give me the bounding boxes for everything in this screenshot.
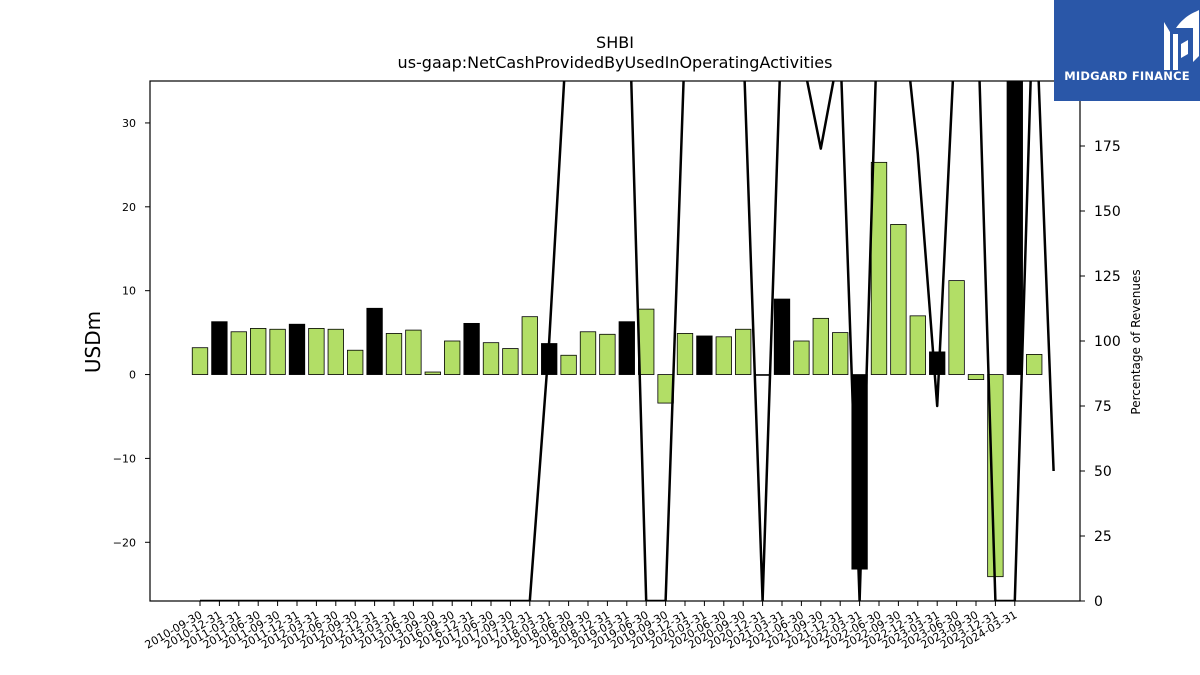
y-axis-label: USDm [81,311,105,373]
logo-text: MIDGARD FINANCE [1064,69,1190,83]
bar [696,335,713,375]
bar [812,317,829,375]
bar [967,374,985,380]
bar [385,333,403,375]
axes-layer: −20−10010203002550751001251501752010-09-… [113,80,1121,652]
bar [676,333,694,375]
y2-tick-label: 175 [1094,139,1121,155]
y2-tick-label: 75 [1094,399,1112,415]
bar [424,371,441,375]
bar [308,328,325,375]
y-tick-label: 30 [122,117,136,130]
bar [269,328,286,375]
bar [870,161,888,375]
bar [909,315,926,375]
bar [250,328,267,375]
bar [657,374,674,404]
bar [405,329,422,375]
y2-tick-label: 150 [1094,204,1121,220]
bar [754,374,771,376]
bar [211,321,228,375]
bar [444,340,461,375]
bar [929,351,946,375]
y2-tick-label: 50 [1094,464,1112,480]
bar [1026,354,1043,375]
bar [599,333,616,375]
y2-tick-label: 100 [1094,334,1121,350]
bars-layer [191,80,1043,578]
y2-axis-label: Percentage of Revenues [1129,269,1143,414]
y2-tick-label: 25 [1094,529,1112,545]
bar [463,322,480,375]
y2-tick-label: 125 [1094,269,1121,285]
bar [832,332,849,375]
bar [482,342,500,375]
logo-mark-icon [1164,10,1199,70]
bar [579,331,597,375]
chart-subtitle: us-gaap:NetCashProvidedByUsedInOperating… [398,53,833,72]
bar [288,323,306,375]
bar [735,328,752,375]
bar [715,336,732,375]
chart-title: SHBI [596,33,634,52]
y-tick-label: 10 [122,285,136,298]
bar [230,331,247,375]
bar [521,316,538,375]
y2-tick-label: 0 [1094,594,1103,610]
bar [618,321,635,375]
bar [502,348,519,375]
bar [366,307,383,375]
bar [793,340,810,375]
y-tick-label: 0 [129,369,136,382]
bar [1006,80,1023,375]
y-tick-label: 20 [122,201,136,214]
y-tick-label: −20 [113,536,136,549]
bar [191,347,209,375]
y-tick-label: −10 [113,452,136,465]
bar [560,354,577,375]
bar [773,298,791,375]
bar [347,349,364,375]
ratio-line [200,81,1055,601]
bar [890,224,907,375]
bar [327,328,344,375]
brand-logo: MIDGARD FINANCE [1054,0,1200,101]
bar [948,280,965,375]
ratio-line-layer [200,81,1055,601]
bar [638,308,655,375]
